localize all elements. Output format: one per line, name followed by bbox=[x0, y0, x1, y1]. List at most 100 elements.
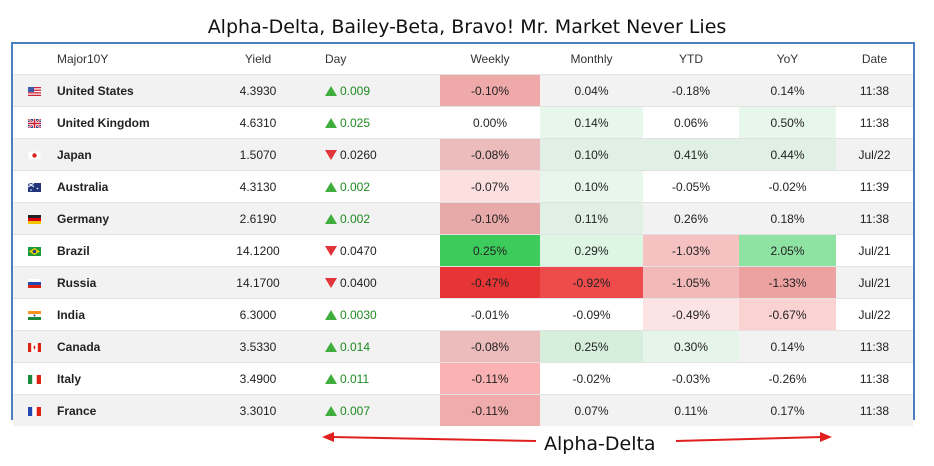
monthly-cell: -0.02% bbox=[540, 362, 643, 395]
day-change-cell: 0.0400 bbox=[315, 266, 440, 299]
day-change-value: 0.009 bbox=[340, 83, 371, 98]
header-date[interactable]: Date bbox=[861, 52, 888, 66]
country-name-link[interactable]: Japan bbox=[55, 138, 201, 171]
triangle-up-icon bbox=[325, 341, 337, 352]
date-cell: Jul/22 bbox=[836, 298, 913, 331]
germany-flag-icon bbox=[27, 212, 41, 226]
header-day[interactable]: Day bbox=[325, 52, 347, 66]
monthly-cell: 0.29% bbox=[540, 234, 643, 267]
yield-cell: 1.5070 bbox=[201, 138, 315, 171]
country-name-link[interactable]: United Kingdom bbox=[55, 106, 201, 139]
yoy-cell: 0.17% bbox=[739, 394, 836, 426]
country-name-link[interactable]: Germany bbox=[55, 202, 201, 235]
country-name-link[interactable]: India bbox=[55, 298, 201, 331]
yoy-cell: 0.18% bbox=[739, 202, 836, 235]
yoy-cell: 0.50% bbox=[739, 106, 836, 139]
flag-cell bbox=[13, 298, 55, 331]
table-row[interactable]: Italy 3.4900 0.011 -0.11% -0.02% -0.03% -0.26%… bbox=[13, 362, 913, 395]
ytd-cell: -0.49% bbox=[643, 298, 739, 331]
country-name-link[interactable]: Canada bbox=[55, 330, 201, 363]
russia-flag-icon bbox=[27, 276, 41, 290]
table-row[interactable]: Canada 3.5330 0.014 -0.08% 0.25% 0.30% 0.14% 11… bbox=[13, 330, 913, 363]
italy-flag-icon bbox=[27, 372, 41, 386]
triangle-down-icon bbox=[325, 277, 337, 288]
triangle-up-icon bbox=[325, 117, 337, 128]
day-change-value: 0.002 bbox=[340, 211, 371, 226]
yield-cell: 4.3130 bbox=[201, 170, 315, 203]
annotation: Alpha-Delta bbox=[0, 423, 934, 463]
date-cell: 11:38 bbox=[836, 330, 913, 363]
chart-title: Alpha-Delta, Bailey-Beta, Bravo! Mr. Mar… bbox=[207, 16, 727, 38]
yoy-cell: 2.05% bbox=[739, 234, 836, 267]
day-change-cell: 0.011 bbox=[315, 362, 440, 395]
table-row[interactable]: Russia 14.1700 0.0400 -0.47% -0.92% -1.05% -1.… bbox=[13, 266, 913, 299]
yoy-cell: 0.14% bbox=[739, 74, 836, 107]
header-ytd[interactable]: YTD bbox=[679, 52, 703, 66]
yield-cell: 4.3930 bbox=[201, 74, 315, 107]
table-body: United States 4.3930 0.009 -0.10% 0.04% -0.18… bbox=[13, 74, 913, 426]
yoy-cell: -0.67% bbox=[739, 298, 836, 331]
header-flag bbox=[13, 44, 55, 75]
day-change-value: 0.007 bbox=[340, 403, 371, 418]
japan-flag-icon bbox=[27, 148, 41, 162]
triangle-up-icon bbox=[325, 181, 337, 192]
header-yoy[interactable]: YoY bbox=[776, 52, 799, 66]
table-row[interactable]: Brazil 14.1200 0.0470 0.25% 0.29% -1.03% 2.05%… bbox=[13, 234, 913, 267]
table-row[interactable]: France 3.3010 0.007 -0.11% 0.07% 0.11% 0.17% 11… bbox=[13, 394, 913, 426]
ytd-cell: 0.30% bbox=[643, 330, 739, 363]
day-change-cell: 0.009 bbox=[315, 74, 440, 107]
weekly-cell: -0.11% bbox=[440, 394, 540, 426]
weekly-cell: -0.08% bbox=[440, 330, 540, 363]
flag-cell bbox=[13, 138, 55, 171]
header-yield[interactable]: Yield bbox=[244, 52, 272, 66]
monthly-cell: 0.25% bbox=[540, 330, 643, 363]
table-row[interactable]: India 6.3000 0.0030 -0.01% -0.09% -0.49% -0.67… bbox=[13, 298, 913, 331]
flag-cell bbox=[13, 266, 55, 299]
date-cell: 11:38 bbox=[836, 74, 913, 107]
ytd-cell: 0.06% bbox=[643, 106, 739, 139]
day-change-cell: 0.025 bbox=[315, 106, 440, 139]
country-name-link[interactable]: Brazil bbox=[55, 234, 201, 267]
country-name-link[interactable]: United States bbox=[55, 74, 201, 107]
yield-cell: 14.1200 bbox=[201, 234, 315, 267]
flag-cell bbox=[13, 170, 55, 203]
day-change-value: 0.011 bbox=[340, 371, 370, 386]
table-row[interactable]: Germany 2.6190 0.002 -0.10% 0.11% 0.26% 0.18% 1… bbox=[13, 202, 913, 235]
table-header-row: Major10Y Yield Day Weekly Monthly YTD Yo… bbox=[13, 44, 913, 75]
header-major10y[interactable]: Major10Y bbox=[57, 52, 109, 66]
canada-flag-icon bbox=[27, 340, 41, 354]
yield-cell: 14.1700 bbox=[201, 266, 315, 299]
date-cell: Jul/21 bbox=[836, 266, 913, 299]
flag-cell bbox=[13, 106, 55, 139]
ytd-cell: -0.18% bbox=[643, 74, 739, 107]
ytd-cell: -0.03% bbox=[643, 362, 739, 395]
header-weekly[interactable]: Weekly bbox=[470, 52, 510, 66]
table-row[interactable]: United Kingdom 4.6310 0.025 0.00% 0.14% 0.06%… bbox=[13, 106, 913, 139]
country-name-link[interactable]: France bbox=[55, 394, 201, 426]
table-row[interactable]: United States 4.3930 0.009 -0.10% 0.04% -0.18… bbox=[13, 74, 913, 107]
weekly-cell: -0.07% bbox=[440, 170, 540, 203]
triangle-down-icon bbox=[325, 245, 337, 256]
ytd-cell: -0.05% bbox=[643, 170, 739, 203]
country-name-link[interactable]: Russia bbox=[55, 266, 201, 299]
monthly-cell: -0.09% bbox=[540, 298, 643, 331]
right-arrowhead-icon bbox=[820, 432, 832, 442]
monthly-cell: 0.10% bbox=[540, 138, 643, 171]
country-name-link[interactable]: Italy bbox=[55, 362, 201, 395]
date-cell: 11:38 bbox=[836, 202, 913, 235]
table-row[interactable]: Japan 1.5070 0.0260 -0.08% 0.10% 0.41% 0.44% Ju… bbox=[13, 138, 913, 171]
monthly-cell: 0.11% bbox=[540, 202, 643, 235]
day-change-value: 0.014 bbox=[340, 339, 371, 354]
yield-cell: 3.3010 bbox=[201, 394, 315, 426]
triangle-up-icon bbox=[325, 373, 337, 384]
day-change-value: 0.0030 bbox=[340, 307, 377, 322]
date-cell: 11:38 bbox=[836, 106, 913, 139]
monthly-cell: -0.92% bbox=[540, 266, 643, 299]
flag-cell bbox=[13, 234, 55, 267]
country-name-link[interactable]: Australia bbox=[55, 170, 201, 203]
table-row[interactable]: Australia 4.3130 0.002 -0.07% 0.10% -0.05% -0.… bbox=[13, 170, 913, 203]
triangle-up-icon bbox=[325, 309, 337, 320]
header-monthly[interactable]: Monthly bbox=[570, 52, 613, 66]
date-cell: 11:38 bbox=[836, 394, 913, 426]
yield-cell: 3.4900 bbox=[201, 362, 315, 395]
